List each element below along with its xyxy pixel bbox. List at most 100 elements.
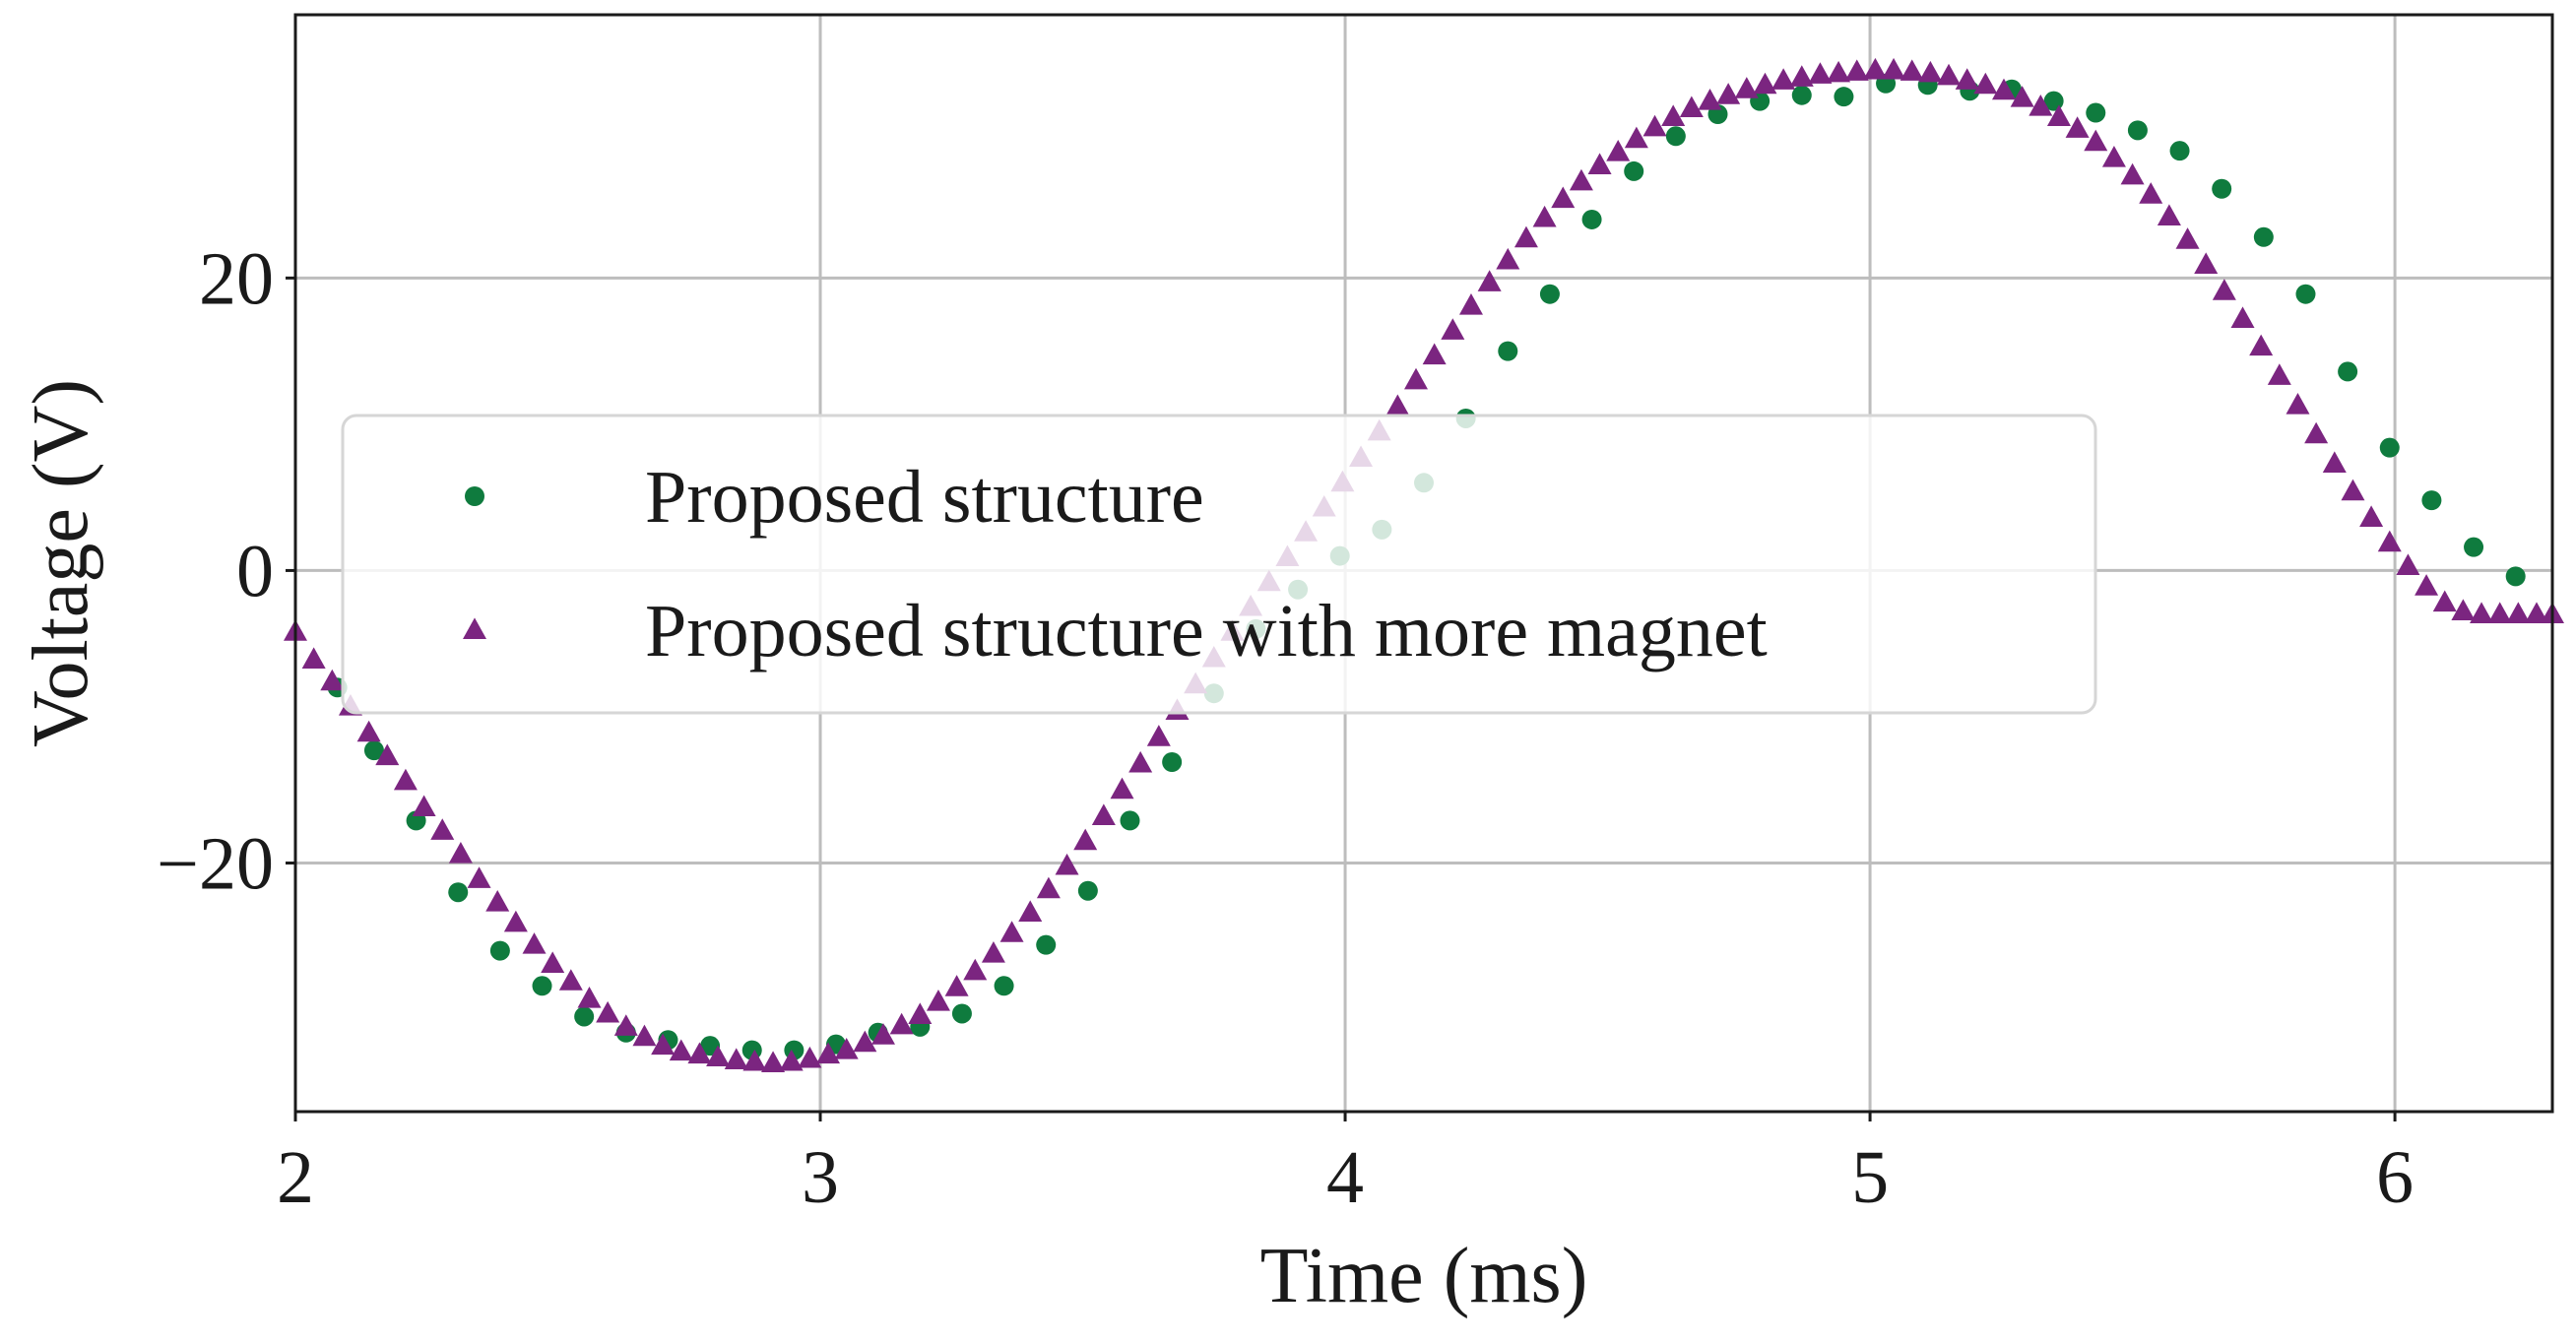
data-point-circle	[448, 882, 469, 903]
data-point-triangle	[1055, 853, 1079, 875]
data-point-triangle	[2249, 334, 2274, 356]
data-point-triangle	[2359, 505, 2384, 527]
legend-entry: Proposed structure with more magnet	[463, 590, 1768, 672]
data-point-triangle	[412, 795, 436, 817]
data-point-circle	[1539, 284, 1560, 304]
data-point-triangle	[1587, 153, 1612, 174]
data-point-circle	[2505, 566, 2526, 587]
data-point-triangle	[2451, 599, 2476, 621]
data-point-triangle	[2139, 182, 2163, 204]
x-tick-label: 3	[802, 1136, 839, 1219]
data-point-circle	[363, 740, 384, 761]
data-point-circle	[489, 940, 510, 961]
data-point-triangle	[1716, 83, 1741, 104]
data-point-triangle	[1789, 65, 1814, 87]
x-tick-label: 4	[1326, 1136, 1364, 1219]
data-point-triangle	[503, 910, 528, 932]
data-point-triangle	[1679, 96, 1704, 118]
data-point-circle	[1791, 85, 1812, 105]
data-point-circle	[1581, 209, 1602, 229]
data-point-circle	[2086, 102, 2106, 123]
data-point-triangle	[1753, 72, 1777, 95]
data-point-triangle	[1844, 59, 1869, 81]
data-point-triangle	[2377, 530, 2402, 552]
data-point-circle	[994, 976, 1014, 996]
plot-frame	[293, 13, 2554, 1114]
data-point-triangle	[834, 1038, 859, 1059]
data-point-triangle	[1808, 62, 1833, 84]
data-point-triangle	[632, 1024, 657, 1047]
data-point-triangle	[2506, 602, 2531, 623]
legend-label: Proposed structure with more magnet	[645, 590, 1768, 672]
data-point-triangle	[2322, 451, 2347, 473]
data-point-triangle	[1661, 104, 1686, 126]
data-point-triangle	[1771, 68, 1796, 90]
data-point-triangle	[1863, 57, 1888, 80]
data-point-triangle	[1513, 225, 1538, 248]
x-tick-label: 5	[1851, 1136, 1889, 1219]
data-point-triangle	[596, 1000, 620, 1023]
data-point-triangle	[2175, 227, 2200, 249]
data-point-circle	[574, 1006, 595, 1027]
data-point-triangle	[2120, 162, 2145, 185]
legend-label: Proposed structure	[645, 456, 1204, 539]
data-point-circle	[1036, 934, 1057, 955]
data-point-circle	[2212, 178, 2232, 199]
data-point-triangle	[1973, 72, 1998, 95]
data-point-circle	[1665, 126, 1686, 147]
data-point-triangle	[1458, 292, 1483, 315]
data-point-triangle	[2487, 602, 2512, 623]
data-point-triangle	[1955, 68, 1979, 90]
data-point-triangle	[2157, 204, 2181, 225]
data-point-circle	[2379, 437, 2400, 458]
data-point-triangle	[724, 1048, 748, 1070]
data-point-triangle	[908, 1002, 933, 1024]
data-point-triangle	[1551, 186, 1576, 209]
data-point-triangle	[944, 975, 969, 996]
data-point-triangle	[1642, 114, 1667, 137]
data-point-circle	[1120, 810, 1140, 831]
x-tick-label: 6	[2376, 1136, 2414, 1219]
data-point-triangle	[2341, 479, 2365, 501]
legend-box	[341, 414, 2097, 715]
data-point-triangle	[2101, 145, 2126, 167]
y-tick-label: 0	[236, 530, 274, 612]
data-point-triangle	[2046, 104, 2071, 126]
data-point-triangle	[2010, 86, 2034, 107]
data-point-triangle	[2525, 602, 2549, 623]
data-point-triangle	[1091, 803, 1116, 825]
data-point-triangle	[393, 768, 418, 791]
data-point-triangle	[2084, 129, 2108, 152]
data-point-triangle	[1698, 89, 1722, 110]
data-point-triangle	[320, 669, 345, 691]
data-point-triangle	[1018, 900, 1043, 922]
data-point-triangle	[761, 1051, 786, 1072]
data-point-triangle	[430, 818, 455, 840]
data-point-triangle	[613, 1014, 638, 1036]
data-point-triangle	[467, 866, 491, 888]
data-point-triangle	[1496, 247, 1520, 270]
data-point-triangle	[1918, 60, 1943, 83]
tick-labels: 2 3 4 5 6 −20 0 20	[157, 237, 2414, 1219]
data-point-triangle	[870, 1023, 895, 1045]
data-point-triangle	[1441, 318, 1465, 340]
data-point-triangle	[1128, 750, 1153, 773]
data-point-circle	[532, 976, 552, 996]
legend: Proposed structure Proposed structure wit…	[341, 414, 2097, 715]
data-point-triangle	[1900, 59, 1924, 81]
data-point-circle	[1077, 880, 1098, 901]
data-point-triangle	[448, 841, 473, 864]
data-point-triangle	[651, 1033, 676, 1056]
data-point-triangle	[963, 958, 988, 981]
data-point-triangle	[1624, 126, 1648, 149]
legend-entries: Proposed structure Proposed structure wit…	[463, 456, 1768, 672]
data-point-triangle	[926, 990, 950, 1011]
data-point-triangle	[1937, 63, 1962, 86]
data-point-triangle	[889, 1012, 914, 1035]
data-point-triangle	[1404, 367, 1429, 390]
data-point-triangle	[2432, 590, 2457, 612]
data-point-triangle	[522, 932, 547, 954]
data-point-triangle	[1036, 876, 1061, 899]
data-point-triangle	[742, 1049, 767, 1071]
